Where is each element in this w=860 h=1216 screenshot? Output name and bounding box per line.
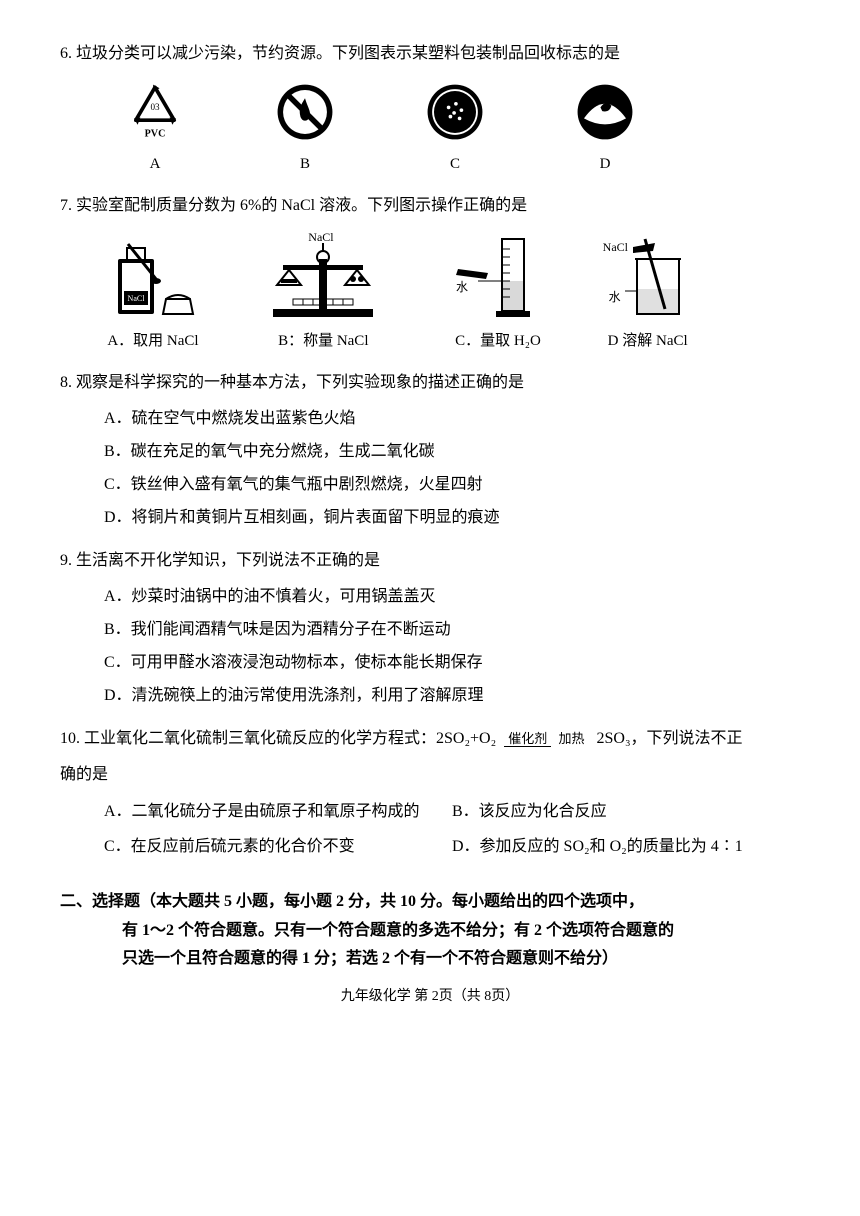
balance-scale-icon: NaCl — [253, 229, 393, 324]
frac-bot: 加热 — [554, 731, 588, 746]
svg-text:NaCl: NaCl — [128, 294, 146, 303]
section2-line1: 二、选择题（本大题共 5 小题，每小题 2 分，共 10 分。每小题给出的四个选… — [60, 893, 644, 910]
q10-text2: 2SO₃，下列说法不正 — [596, 730, 742, 747]
q7-num: 7. — [60, 197, 72, 214]
q7-opt-a: NaCl A．取用 NaCl — [107, 229, 198, 355]
q6-stem: 6. 垃圾分类可以减少污染，节约资源。下列图表示某塑料包装制品回收标志的是 — [60, 40, 800, 69]
q10-text1: 工业氧化二氧化硫制三氧化硫反应的化学方程式：2SO₂+O₂ — [84, 730, 496, 747]
nacl-label-2: NaCl — [603, 237, 628, 259]
q10-b: B．该反应为化合反应 — [452, 798, 800, 827]
q8-stem: 8. 观察是科学探究的一种基本方法，下列实验现象的描述正确的是 — [60, 369, 800, 398]
svg-text:PVC: PVC — [145, 128, 166, 139]
beaker-stir-icon: NaCl 水 — [603, 229, 693, 324]
q10-text3: 确的是 — [60, 761, 800, 790]
q9-a: A．炒菜时油锅中的油不慎着火，可用锅盖盖灭 — [104, 583, 800, 612]
page-footer: 九年级化学 第 2页（共 8页） — [60, 984, 800, 1009]
circle-texture-icon — [420, 77, 490, 147]
q7-opt-c: 水 C．量取 H₂O — [448, 229, 548, 355]
q9-options: A．炒菜时油锅中的油不慎着火，可用锅盖盖灭 B．我们能闻酒精气味是因为酒精分子在… — [104, 583, 800, 710]
q8-a: A．硫在空气中燃烧发出蓝紫色火焰 — [104, 405, 800, 434]
recycle-triangle-icon: 03 PVC — [120, 77, 190, 147]
q10-options: A．二氧化硫分子是由硫原子和氧原子构成的 B．该反应为化合反应 C．在反应前后硫… — [104, 798, 800, 868]
question-9: 9. 生活离不开化学知识，下列说法不正确的是 A．炒菜时油锅中的油不慎着火，可用… — [60, 547, 800, 711]
question-7: 7. 实验室配制质量分数为 6%的 NaCl 溶液。下列图示操作正确的是 NaC… — [60, 192, 800, 355]
q8-c: C．铁丝伸入盛有氧气的集气瓶中剧烈燃烧，火星四射 — [104, 471, 800, 500]
swirl-drop-icon — [570, 77, 640, 147]
question-8: 8. 观察是科学探究的一种基本方法，下列实验现象的描述正确的是 A．硫在空气中燃… — [60, 369, 800, 533]
frac-top: 催化剂 — [504, 731, 551, 747]
q6-opt-d: D — [570, 77, 640, 178]
question-10: 10. 工业氧化二氧化硫制三氧化硫反应的化学方程式：2SO₂+O₂ 催化剂 加热… — [60, 725, 800, 868]
q7-stem: 7. 实验室配制质量分数为 6%的 NaCl 溶液。下列图示操作正确的是 — [60, 192, 800, 221]
q10-num: 10. — [60, 730, 80, 747]
q7-a-label: A．取用 NaCl — [107, 328, 198, 355]
q6-opt-a: 03 PVC A — [120, 77, 190, 178]
q7-d-label: D 溶解 NaCl — [608, 328, 688, 355]
q10-c: C．在反应前后硫元素的化合价不变 — [104, 833, 452, 862]
q7-b-label: B：称量 NaCl — [278, 328, 368, 355]
q9-d: D．清洗碗筷上的油污常使用洗涤剂，利用了溶解原理 — [104, 682, 800, 711]
q10-d: D．参加反应的 SO₂和 O₂的质量比为 4∶1 — [452, 833, 800, 862]
nacl-label: NaCl — [308, 227, 333, 249]
prohibition-flame-icon — [270, 77, 340, 147]
equation-condition: 催化剂 加热 — [504, 732, 588, 746]
q9-c: C．可用甲醛水溶液浸泡动物标本，使标本能长期保存 — [104, 649, 800, 678]
question-6: 6. 垃圾分类可以减少污染，节约资源。下列图表示某塑料包装制品回收标志的是 03… — [60, 40, 800, 178]
q8-d: D．将铜片和黄铜片互相刻画，铜片表面留下明显的痕迹 — [104, 504, 800, 533]
q6-c-label: C — [450, 151, 460, 178]
graduated-cylinder-icon: 水 — [448, 229, 548, 324]
q6-opt-b: B — [270, 77, 340, 178]
q10-stem: 10. 工业氧化二氧化硫制三氧化硫反应的化学方程式：2SO₂+O₂ 催化剂 加热… — [60, 725, 800, 754]
q6-opt-c: C — [420, 77, 490, 178]
q6-icons: 03 PVC A B — [80, 77, 680, 178]
q7-opt-b: NaCl — [253, 229, 393, 355]
section-2-heading: 二、选择题（本大题共 5 小题，每小题 2 分，共 10 分。每小题给出的四个选… — [60, 888, 800, 974]
q7-c-label: C．量取 H₂O — [455, 328, 541, 355]
bottle-spoon-icon: NaCl — [108, 229, 198, 324]
q7-text: 实验室配制质量分数为 6%的 NaCl 溶液。下列图示操作正确的是 — [76, 197, 527, 214]
q10-a: A．二氧化硫分子是由硫原子和氧原子构成的 — [104, 798, 452, 827]
section2-line3: 只选一个且符合题意的得 1 分；若选 2 个有一个不符合题意则不给分） — [122, 945, 800, 974]
section2-line2: 有 1～2 个符合题意。只有一个符合题意的多选不给分；有 2 个选项符合题意的 — [122, 917, 800, 946]
q6-b-label: B — [300, 151, 310, 178]
q6-num: 6. — [60, 45, 72, 62]
water-label: 水 — [456, 277, 468, 299]
svg-text:03: 03 — [150, 102, 160, 112]
water-label-2: 水 — [609, 287, 621, 309]
q6-text: 垃圾分类可以减少污染，节约资源。下列图表示某塑料包装制品回收标志的是 — [76, 45, 620, 62]
q7-icons: NaCl A．取用 NaCl NaCl — [80, 229, 720, 355]
q6-d-label: D — [600, 151, 611, 178]
q9-text: 生活离不开化学知识，下列说法不正确的是 — [76, 552, 380, 569]
q7-opt-d: NaCl 水 D 溶解 NaCl — [603, 229, 693, 355]
q9-num: 9. — [60, 552, 72, 569]
q9-b: B．我们能闻酒精气味是因为酒精分子在不断运动 — [104, 616, 800, 645]
q8-options: A．硫在空气中燃烧发出蓝紫色火焰 B．碳在充足的氧气中充分燃烧，生成二氧化碳 C… — [104, 405, 800, 532]
q6-a-label: A — [150, 151, 161, 178]
q8-b: B．碳在充足的氧气中充分燃烧，生成二氧化碳 — [104, 438, 800, 467]
q8-text: 观察是科学探究的一种基本方法，下列实验现象的描述正确的是 — [76, 374, 524, 391]
q9-stem: 9. 生活离不开化学知识，下列说法不正确的是 — [60, 547, 800, 576]
q8-num: 8. — [60, 374, 72, 391]
